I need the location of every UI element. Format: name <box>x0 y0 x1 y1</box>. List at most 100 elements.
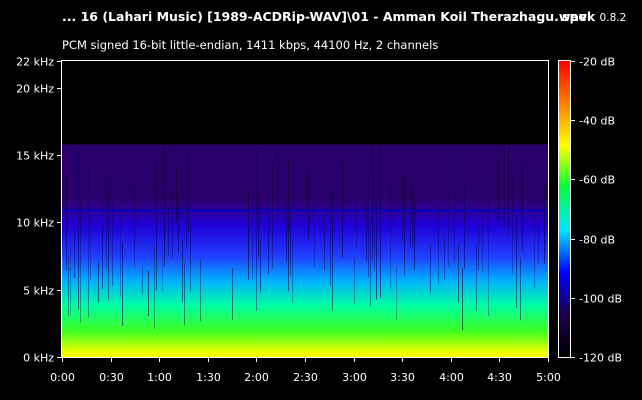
spectrogram-stripe <box>478 224 479 271</box>
spectrogram-stripe <box>260 238 261 293</box>
spectrogram-stripe <box>372 144 373 260</box>
spectrogram-stripe <box>414 197 415 271</box>
spectrogram-stripe <box>402 175 403 242</box>
spectrogram-stripe <box>142 266 143 294</box>
spectrogram-stripe <box>454 148 455 263</box>
x-tick-label: 5:00 <box>536 371 561 384</box>
spectrogram-stripe <box>544 184 545 264</box>
spectrogram-stripe <box>256 147 257 311</box>
spectrogram-stripe <box>412 186 413 248</box>
spectrogram-stripe <box>186 190 187 247</box>
app-name-text: spek <box>562 9 596 24</box>
spectrogram-stripe <box>332 194 333 311</box>
spectrogram-stripe <box>90 214 91 281</box>
x-tick-label: 2:00 <box>244 371 269 384</box>
legend-tick-label: -100 dB <box>579 293 622 306</box>
spectrogram-stripe <box>68 256 69 317</box>
spectrogram-stripe <box>102 221 103 290</box>
spectrogram-stripe <box>200 259 201 321</box>
spectrogram-stripe <box>88 166 89 318</box>
spectrogram-stripe <box>272 165 273 270</box>
spectrogram-stripe <box>162 250 163 292</box>
legend-tick-label: -20 dB <box>579 56 615 69</box>
spectrogram-stripe <box>380 144 381 298</box>
stream-info: PCM signed 16-bit little-endian, 1411 kb… <box>62 38 439 52</box>
legend-tick-label: -120 dB <box>579 352 622 365</box>
x-tick-label: 0:00 <box>50 371 75 384</box>
spectrogram-stripe <box>404 177 405 276</box>
x-tick-label: 1:00 <box>147 371 172 384</box>
spectrogram-stripe <box>374 223 375 271</box>
spectrogram-stripe <box>396 265 397 321</box>
y-tick-label: 20 kHz <box>16 83 54 96</box>
spectrogram-energy <box>62 144 548 357</box>
spectrogram-stripe <box>98 262 99 303</box>
spectrogram-stripe <box>330 187 331 286</box>
spectrogram-stripe <box>268 188 269 275</box>
spectrogram-stripe <box>504 146 505 230</box>
spectrogram-stripe <box>464 182 465 269</box>
spectrogram-stripe <box>290 212 291 277</box>
spectrogram-stripe <box>448 195 449 267</box>
spectrogram-stripe <box>148 270 149 317</box>
spectrogram-stripe <box>438 207 439 284</box>
spectrogram-stripe <box>184 263 185 325</box>
color-legend-bar <box>559 61 570 357</box>
spectrogram-stripe <box>476 245 477 312</box>
spectrogram-stripe <box>182 240 183 302</box>
spectrogram-stripe <box>516 216 517 309</box>
spectrogram-stripe <box>278 147 279 217</box>
time-axis: 0:00 0:30 1:00 1:30 2:00 2:30 3:00 3:30 4:00 4:30… <box>50 357 561 384</box>
legend-tick-label: -40 dB <box>579 115 615 128</box>
y-tick-label: 15 kHz <box>16 150 54 163</box>
spectrogram-stripe <box>70 244 71 316</box>
spectrogram-stripe <box>288 160 289 292</box>
spectrogram-stripe <box>178 195 179 253</box>
spectrogram-stripe <box>370 219 371 307</box>
x-tick-label: 3:00 <box>342 371 367 384</box>
spectrogram-band <box>62 209 548 212</box>
spectrogram-stripe <box>314 189 315 267</box>
spectrogram-area <box>62 61 548 357</box>
y-tick-label: 10 kHz <box>16 217 54 230</box>
x-tick-label: 2:30 <box>293 371 318 384</box>
spectrogram-stripe <box>156 164 157 291</box>
spectrogram-stripe <box>482 210 483 273</box>
spectrogram-stripe <box>368 175 369 278</box>
spectrogram-stripe <box>390 183 391 290</box>
spectrogram-stripe <box>106 172 107 270</box>
spectrogram-stripe <box>512 176 513 274</box>
color-legend-axis: -20 dB -40 dB -60 dB -80 dB -100 dB -120 dB <box>570 56 622 365</box>
spectrogram-stripe <box>172 189 173 260</box>
spectrogram-stripe <box>80 201 81 323</box>
spectrogram-stripe <box>498 161 499 222</box>
app-name: spek 0.8.2 <box>562 9 626 24</box>
spectrogram-stripe <box>232 268 233 320</box>
spectrogram-stripe <box>78 150 79 310</box>
x-tick-label: 1:30 <box>196 371 221 384</box>
y-tick-label: 0 kHz <box>23 352 54 365</box>
spectrogram-stripe <box>188 153 189 234</box>
spectrogram-stripe <box>508 147 509 235</box>
spectrogram-stripes <box>62 144 548 331</box>
spectrogram-stripe <box>410 189 411 247</box>
spectrogram-stripe <box>168 207 169 257</box>
spectrogram-stripe <box>366 203 367 262</box>
spectrogram-stripe <box>74 230 75 279</box>
x-tick-label: 0:30 <box>99 371 124 384</box>
spectrogram-stripe <box>286 196 287 263</box>
spectrogram-stripe <box>488 175 489 316</box>
spectrogram-stripe <box>462 267 463 331</box>
spectrogram-stripe <box>520 257 521 321</box>
spectrogram-stripe <box>108 197 109 300</box>
spectrogram-stripe <box>120 174 121 298</box>
x-tick-label: 4:00 <box>439 371 464 384</box>
legend-tick-label: -60 dB <box>579 174 615 187</box>
legend-tick-label: -80 dB <box>579 234 615 247</box>
spectrogram-stripe <box>430 244 431 293</box>
spectrogram-stripe <box>534 166 535 288</box>
spectrogram-stripe <box>444 237 445 280</box>
spectrogram-stripe <box>164 147 165 267</box>
spectrogram-stripe <box>134 185 135 268</box>
